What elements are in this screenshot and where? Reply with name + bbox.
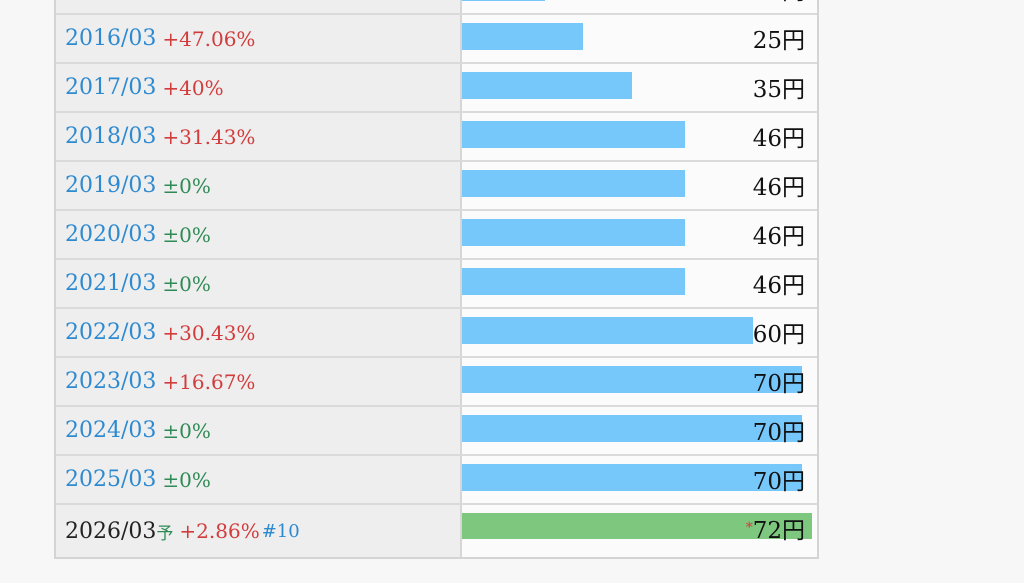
row-label: 2026/03 予 +2.86% #10 [56,505,462,557]
table-row: 2016/03 +47.06% 25円 [56,15,817,64]
dividend-value: 70円 [752,420,805,446]
dividend-bar [462,170,685,197]
year-link[interactable]: 2023/03 [65,369,157,394]
bar-cell: 46円 [462,113,817,160]
row-label: 2020/03 ±0% [56,211,462,258]
table-row-forecast: 2026/03 予 +2.86% #10 *72円 [56,505,817,557]
bar-cell: 46円 [462,162,817,209]
year-link[interactable]: 2024/03 [65,418,157,443]
dividend-bar [462,0,545,1]
dividend-bar [462,415,802,442]
dividend-table: 2015/03 +27.3% 17円 2016/03+47.06% 25円 2017/03… [54,0,819,559]
reference-link[interactable]: #10 [261,520,300,542]
table-row: 2019/03 ±0% 46円 [56,162,817,211]
change-percent: +40% [162,75,224,100]
bar-cell: 70円 [462,407,817,454]
bar-cell: 70円 [462,456,817,503]
dividend-value: 46円 [752,224,805,250]
change-percent: ±0% [162,467,211,492]
change-percent: ±0% [162,418,211,443]
dividend-bar [462,464,802,491]
forecast-value-text: 72円 [752,518,805,544]
bar-cell: 35円 [462,64,817,111]
dividend-value: 46円 [752,175,805,201]
change-percent: +27.3% [162,0,242,2]
dividend-value: 46円 [752,273,805,299]
dividend-bar [462,121,685,148]
dividend-bar [462,366,802,393]
year-link[interactable]: 2017/03 [65,75,157,100]
year-link[interactable]: 2019/03 [65,173,157,198]
dividend-bar [462,219,685,246]
row-label: 2017/03 +40% [56,64,462,111]
dividend-bar [462,72,632,99]
dividend-value: *72円 [746,511,805,545]
table-row: 2017/03 +40% 35円 [56,64,817,113]
year-link[interactable]: 2016/03 [65,26,157,51]
bar-cell: 17円 [462,0,817,13]
table-row: 2015/03 +27.3% 17円 [56,0,817,15]
table-row: 2025/03 ±0% 70円 [56,456,817,505]
dividend-value: 46円 [752,126,805,152]
change-percent: ±0% [162,173,211,198]
bar-cell: 46円 [462,260,817,307]
dividend-value: 25円 [752,28,805,54]
dividend-bar [462,23,583,50]
year-link[interactable]: 2018/03 [65,124,157,149]
row-label: 2023/03 +16.67% [56,358,462,405]
change-percent: ±0% [162,271,211,296]
change-percent: +16.67% [162,369,256,394]
row-label: 2015/03 +27.3% [56,0,462,13]
forecast-bar [462,513,812,539]
bar-cell: 25円 [462,15,817,62]
dividend-value: 70円 [752,371,805,397]
change-percent: +30.43% [162,320,256,345]
year-link[interactable]: 2015/03 [65,0,156,2]
forecast-star: * [745,520,753,536]
row-label: 2016/03 +47.06% [56,15,462,62]
table-row: 2020/03 ±0% 46円 [56,211,817,260]
row-label: 2022/03 +30.43% [56,309,462,356]
table-row: 2018/03 +31.43% 46円 [56,113,817,162]
bar-cell: 70円 [462,358,817,405]
dividend-value: 70円 [752,469,805,495]
table-row: 2024/03 ±0% 70円 [56,407,817,456]
forecast-mark: 予 [156,523,174,544]
bar-cell: *72円 [462,505,817,557]
year-link[interactable]: 2022/03 [65,320,157,345]
bar-cell: 60円 [462,309,817,356]
year-link[interactable]: 2020/03 [65,222,157,247]
row-label: 2021/03 ±0% [56,260,462,307]
year-link[interactable]: 2021/03 [65,271,157,296]
table-row: 2023/03 +16.67% 70円 [56,358,817,407]
bar-cell: 46円 [462,211,817,258]
year-link[interactable]: 2025/03 [65,467,157,492]
dividend-value: 60円 [752,322,805,348]
table-row: 2022/03 +30.43% 60円 [56,309,817,358]
row-label: 2025/03 ±0% [56,456,462,503]
change-percent: +2.86% [179,519,260,543]
change-percent: +47.06% [162,26,256,51]
change-percent: ±0% [162,222,211,247]
table-row: 2021/03 ±0% 46円 [56,260,817,309]
dividend-bar [462,268,685,295]
dividend-value: 35円 [752,77,805,103]
dividend-bar [462,317,753,344]
row-label: 2019/03 ±0% [56,162,462,209]
dividend-value: 17円 [753,0,805,6]
row-label: 2024/03 ±0% [56,407,462,454]
change-percent: +31.43% [162,124,256,149]
forecast-year: 2026/03 [65,518,157,544]
row-label: 2018/03 +31.43% [56,113,462,160]
